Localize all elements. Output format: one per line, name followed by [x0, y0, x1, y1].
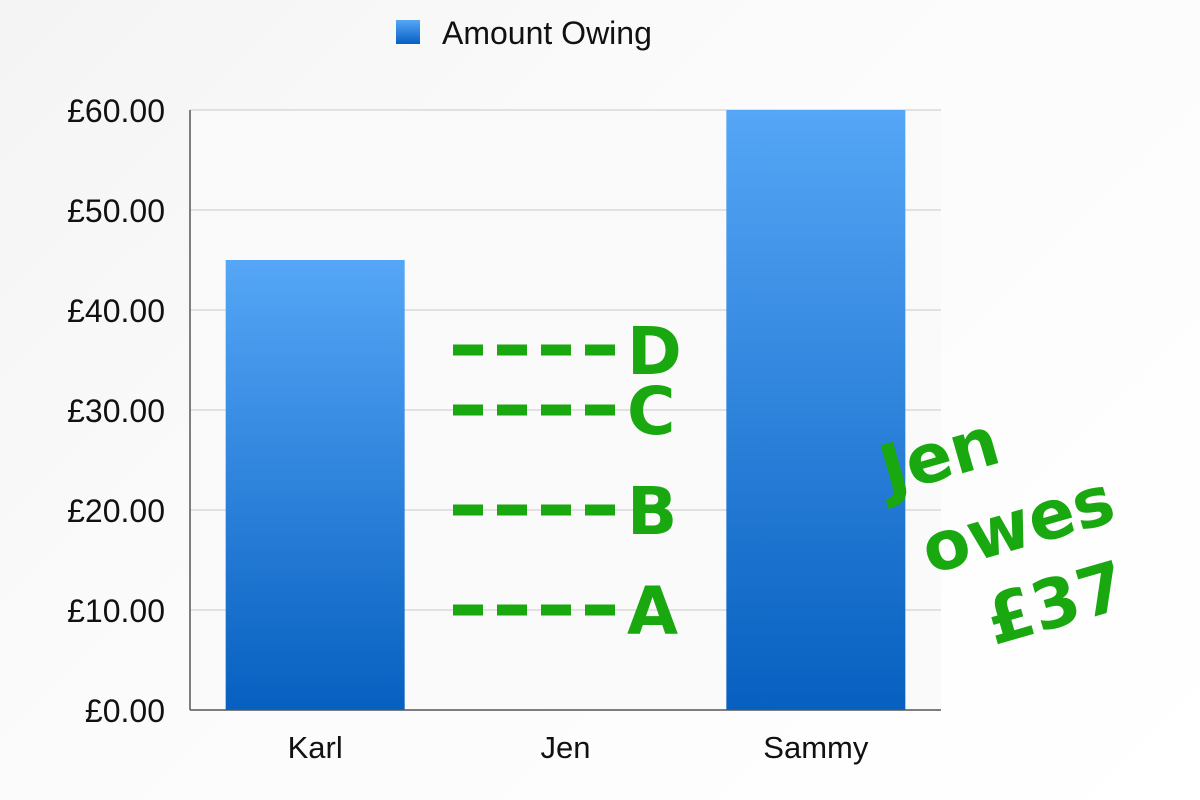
- bar-sammy: [726, 110, 906, 710]
- x-category-label: Karl: [288, 730, 343, 765]
- option-letter-d: D: [627, 313, 682, 390]
- x-category-label: Sammy: [763, 730, 869, 765]
- y-tick-label: £40.00: [67, 293, 165, 329]
- legend: Amount Owing: [396, 15, 652, 51]
- y-tick-label: £60.00: [67, 93, 165, 129]
- y-tick-label: £20.00: [67, 493, 165, 529]
- bar-karl: [225, 260, 405, 710]
- x-category-labels: Karl Jen Sammy: [288, 730, 869, 765]
- y-tick-label: £30.00: [67, 393, 165, 429]
- legend-swatch: [396, 20, 420, 44]
- option-letter-c: C: [627, 373, 675, 450]
- option-letter-b: B: [627, 473, 677, 550]
- option-letter-a: A: [627, 573, 678, 650]
- y-tick-labels: £0.00 £10.00 £20.00 £30.00 £40.00 £50.00 £60.0…: [67, 93, 165, 729]
- y-tick-label: £0.00: [85, 693, 165, 729]
- y-tick-label: £10.00: [67, 593, 165, 629]
- legend-label: Amount Owing: [442, 15, 652, 51]
- x-category-label: Jen: [541, 730, 591, 765]
- bars: [225, 110, 906, 710]
- y-tick-label: £50.00: [67, 193, 165, 229]
